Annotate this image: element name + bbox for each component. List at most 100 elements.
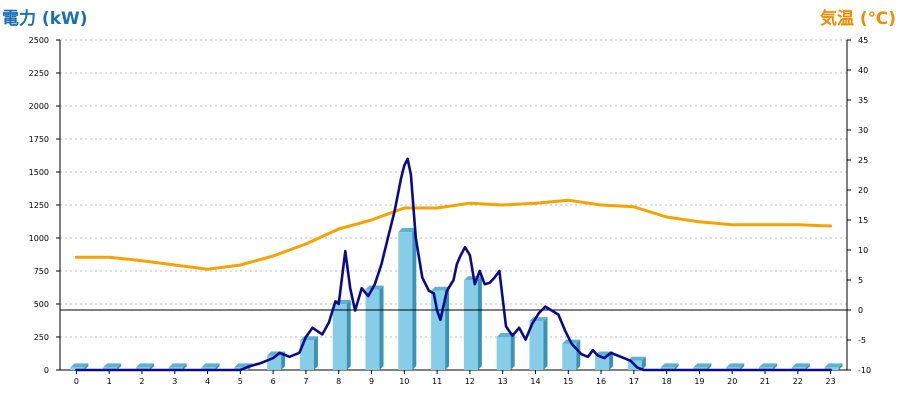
power-bar-side	[641, 356, 646, 370]
power-bar	[529, 317, 548, 370]
power-bar-front	[660, 367, 675, 370]
x-tick-label: 8	[336, 377, 341, 386]
power-bar-side	[609, 351, 614, 370]
power-bar	[365, 285, 384, 370]
power-bar	[824, 363, 843, 370]
power-bar-top	[365, 285, 384, 290]
x-tick-label: 18	[662, 377, 672, 386]
power-bar-top	[660, 363, 679, 368]
power-bar-front	[595, 355, 610, 370]
power-bar-top	[824, 363, 843, 368]
right-tick-label: 30	[858, 126, 868, 135]
left-tick-label: 500	[34, 300, 49, 309]
power-bar-top	[693, 363, 712, 368]
power-bar-top	[103, 363, 122, 368]
power-bar	[660, 363, 679, 370]
power-bar-side	[149, 363, 154, 370]
power-bar	[595, 351, 614, 370]
power-bar-front	[332, 304, 347, 370]
x-tick-label: 13	[498, 377, 508, 386]
power-bar-front	[791, 367, 806, 370]
power-bar-front	[398, 232, 413, 370]
power-bar	[201, 363, 220, 370]
power-bar-front	[693, 367, 708, 370]
power-bar-side	[707, 363, 712, 370]
left-tick-label: 2500	[29, 36, 49, 45]
power-bar	[332, 300, 351, 370]
x-tick-label: 6	[271, 377, 276, 386]
right-tick-label: 45	[858, 36, 868, 45]
right-tick-label: -5	[858, 336, 866, 345]
right-tick-label: 25	[858, 156, 868, 165]
power-bar	[759, 363, 778, 370]
power-bar-front	[529, 321, 544, 370]
power-bar	[299, 336, 318, 370]
power-bar-front	[365, 289, 380, 370]
power-bar-side	[510, 333, 515, 370]
x-tick-label: 2	[139, 377, 144, 386]
power-bar-top	[791, 363, 810, 368]
x-tick-label: 11	[432, 377, 442, 386]
right-axis-title: 気温 (℃)	[819, 9, 896, 29]
left-tick-label: 2000	[29, 102, 49, 111]
power-bar-side	[445, 286, 450, 370]
power-bar-front	[168, 367, 183, 370]
power-bar-top	[70, 363, 89, 368]
x-tick-label: 12	[465, 377, 475, 386]
power-bar	[70, 363, 89, 370]
left-tick-label: 1000	[29, 234, 49, 243]
power-bar-side	[740, 363, 745, 370]
x-tick-label: 4	[205, 377, 210, 386]
power-bar-side	[576, 339, 581, 370]
power-bar-top	[168, 363, 187, 368]
power-bar-front	[201, 367, 216, 370]
power-bar-side	[84, 363, 89, 370]
power-bar	[726, 363, 745, 370]
x-tick-label: 20	[727, 377, 737, 386]
power-bar	[103, 363, 122, 370]
power-bar-side	[477, 276, 482, 370]
power-bar-front	[103, 367, 118, 370]
left-tick-label: 2250	[29, 69, 49, 78]
power-bar	[562, 339, 581, 370]
power-bar-front	[759, 367, 774, 370]
power-bar-front	[135, 367, 150, 370]
power-bar-top	[726, 363, 745, 368]
right-tick-label: -10	[858, 366, 871, 375]
power-bar-front	[562, 343, 577, 370]
left-axis-title: 電力 (kW)	[2, 9, 88, 29]
right-tick-label: 10	[858, 246, 868, 255]
right-tick-label: 0	[858, 306, 863, 315]
x-tick-label: 10	[399, 377, 409, 386]
x-tick-label: 14	[530, 377, 540, 386]
power-bar	[791, 363, 810, 370]
x-tick-label: 22	[793, 377, 803, 386]
power-bar-front	[824, 367, 839, 370]
power-bar-side	[412, 228, 417, 370]
x-tick-label: 5	[238, 377, 243, 386]
x-tick-label: 9	[369, 377, 374, 386]
power-bar-side	[346, 300, 351, 370]
power-bar-top	[201, 363, 220, 368]
power-bar-front	[70, 367, 85, 370]
right-tick-label: 5	[858, 276, 863, 285]
power-bar	[693, 363, 712, 370]
x-tick-label: 21	[760, 377, 770, 386]
power-bar-side	[215, 363, 220, 370]
left-tick-label: 250	[34, 333, 49, 342]
power-line	[75, 157, 832, 372]
x-tick-label: 3	[172, 377, 177, 386]
power-bar	[463, 276, 482, 370]
power-bar-top	[135, 363, 154, 368]
power-bar-side	[182, 363, 187, 370]
power-bar	[135, 363, 154, 370]
x-tick-label: 23	[826, 377, 836, 386]
right-tick-label: 15	[858, 216, 868, 225]
right-tick-label: 20	[858, 186, 868, 195]
power-bar-side	[838, 363, 843, 370]
x-tick-label: 0	[74, 377, 79, 386]
temperature-line	[74, 198, 833, 271]
left-tick-label: 1250	[29, 201, 49, 210]
x-tick-label: 19	[694, 377, 704, 386]
